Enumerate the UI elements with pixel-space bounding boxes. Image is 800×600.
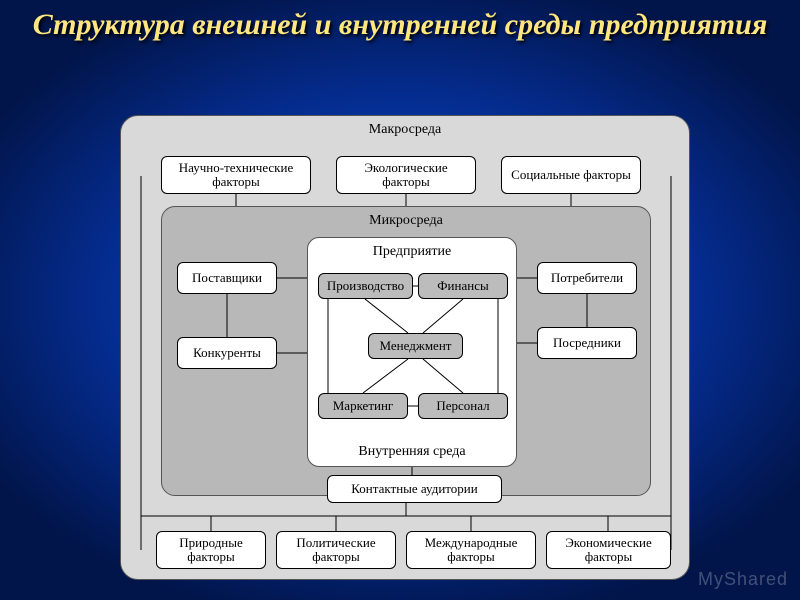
box-social: Социальные факторы	[501, 156, 641, 194]
box-consumers: Потребители	[537, 262, 637, 294]
box-label: Посредники	[553, 336, 621, 350]
macro-label: Макросреда	[121, 122, 689, 138]
box-label: Менеджмент	[380, 339, 452, 353]
box-management: Менеджмент	[368, 333, 463, 359]
box-label: Экологические факторы	[341, 161, 471, 190]
micro-layer: Микросреда Поставщики Конкуренты Потреби…	[161, 206, 651, 496]
box-suppliers: Поставщики	[177, 262, 277, 294]
box-competitors: Конкуренты	[177, 337, 277, 369]
box-label: Социальные факторы	[511, 168, 631, 182]
box-ecological: Экологические факторы	[336, 156, 476, 194]
box-international: Международные факторы	[406, 531, 536, 569]
micro-label: Микросреда	[162, 213, 650, 229]
box-sci-tech: Научно-технические факторы	[161, 156, 311, 194]
box-label: Политические факторы	[281, 536, 391, 565]
box-label: Конкуренты	[193, 346, 261, 360]
box-political: Политические факторы	[276, 531, 396, 569]
page-title: Структура внешней и внутренней среды пре…	[0, 8, 800, 43]
box-natural: Природные факторы	[156, 531, 266, 569]
box-marketing: Маркетинг	[318, 393, 408, 419]
box-finance: Финансы	[418, 273, 508, 299]
box-label: Контактные аудитории	[351, 482, 477, 496]
box-label: Маркетинг	[333, 399, 394, 413]
macro-layer: Макросреда Научно-технические факторы Эк…	[120, 115, 690, 580]
watermark: MyShared	[698, 569, 788, 590]
enterprise-layer: Предприятие Производство Финансы Менеджм…	[307, 237, 517, 467]
box-label: Поставщики	[192, 271, 262, 285]
box-contact-audiences: Контактные аудитории	[327, 475, 502, 503]
enterprise-label-bottom: Внутренняя среда	[308, 444, 516, 460]
box-label: Международные факторы	[411, 536, 531, 565]
box-label: Природные факторы	[161, 536, 261, 565]
box-label: Производство	[327, 279, 404, 293]
enterprise-label-top: Предприятие	[308, 244, 516, 260]
box-economic: Экономические факторы	[546, 531, 671, 569]
box-personnel: Персонал	[418, 393, 508, 419]
box-intermediaries: Посредники	[537, 327, 637, 359]
box-label: Финансы	[437, 279, 488, 293]
box-production: Производство	[318, 273, 413, 299]
box-label: Персонал	[436, 399, 489, 413]
box-label: Потребители	[551, 271, 623, 285]
box-label: Научно-технические факторы	[166, 161, 306, 190]
box-label: Экономические факторы	[551, 536, 666, 565]
